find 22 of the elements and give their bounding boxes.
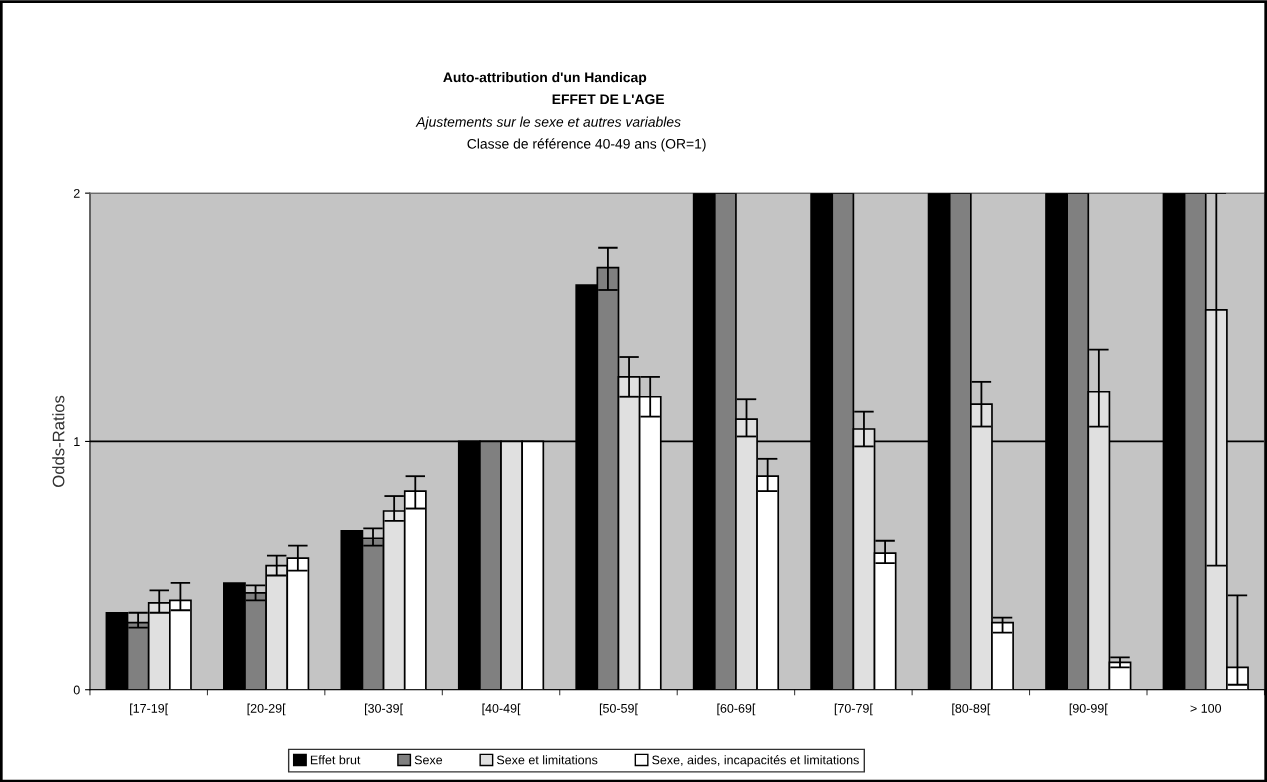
x-tick-label: [17-19[: [130, 703, 169, 716]
y-tick-label: 0: [73, 685, 80, 695]
legend-label: Sexe, aides, incapacités et limitations: [652, 755, 859, 767]
chart-title: Auto-attribution d'un Handicap: [443, 72, 647, 85]
x-tick-label: [60-69[: [717, 703, 756, 716]
chart-subtitle: EFFET DE L'AGE: [552, 94, 665, 105]
x-tick-label: [70-79[: [834, 703, 873, 716]
x-tick-label: [30-39[: [365, 703, 403, 716]
text: Classe de référence 40-49 ans (OR=1): [467, 138, 706, 152]
x-tick-label: [80-89[: [952, 703, 991, 716]
x-tick-label: [40-49[: [482, 703, 521, 716]
x-tick-label: [90-99[: [1069, 703, 1108, 716]
x-tick-label: [20-29[: [247, 703, 286, 716]
legend-label: Effet brut: [310, 755, 361, 765]
legend-label: Sexe: [414, 755, 443, 765]
y-axis-title: Odds-Ratios: [52, 395, 65, 487]
legend-label: Sexe et limitations: [496, 755, 598, 765]
y-tick-label: 2: [73, 188, 80, 198]
y-tick-label: 1: [74, 437, 80, 446]
x-tick-label: > 100: [1190, 703, 1222, 713]
text: Ajustements sur le sexe et autres variables: [415, 116, 681, 130]
x-tick-label: [50-59[: [599, 703, 638, 716]
